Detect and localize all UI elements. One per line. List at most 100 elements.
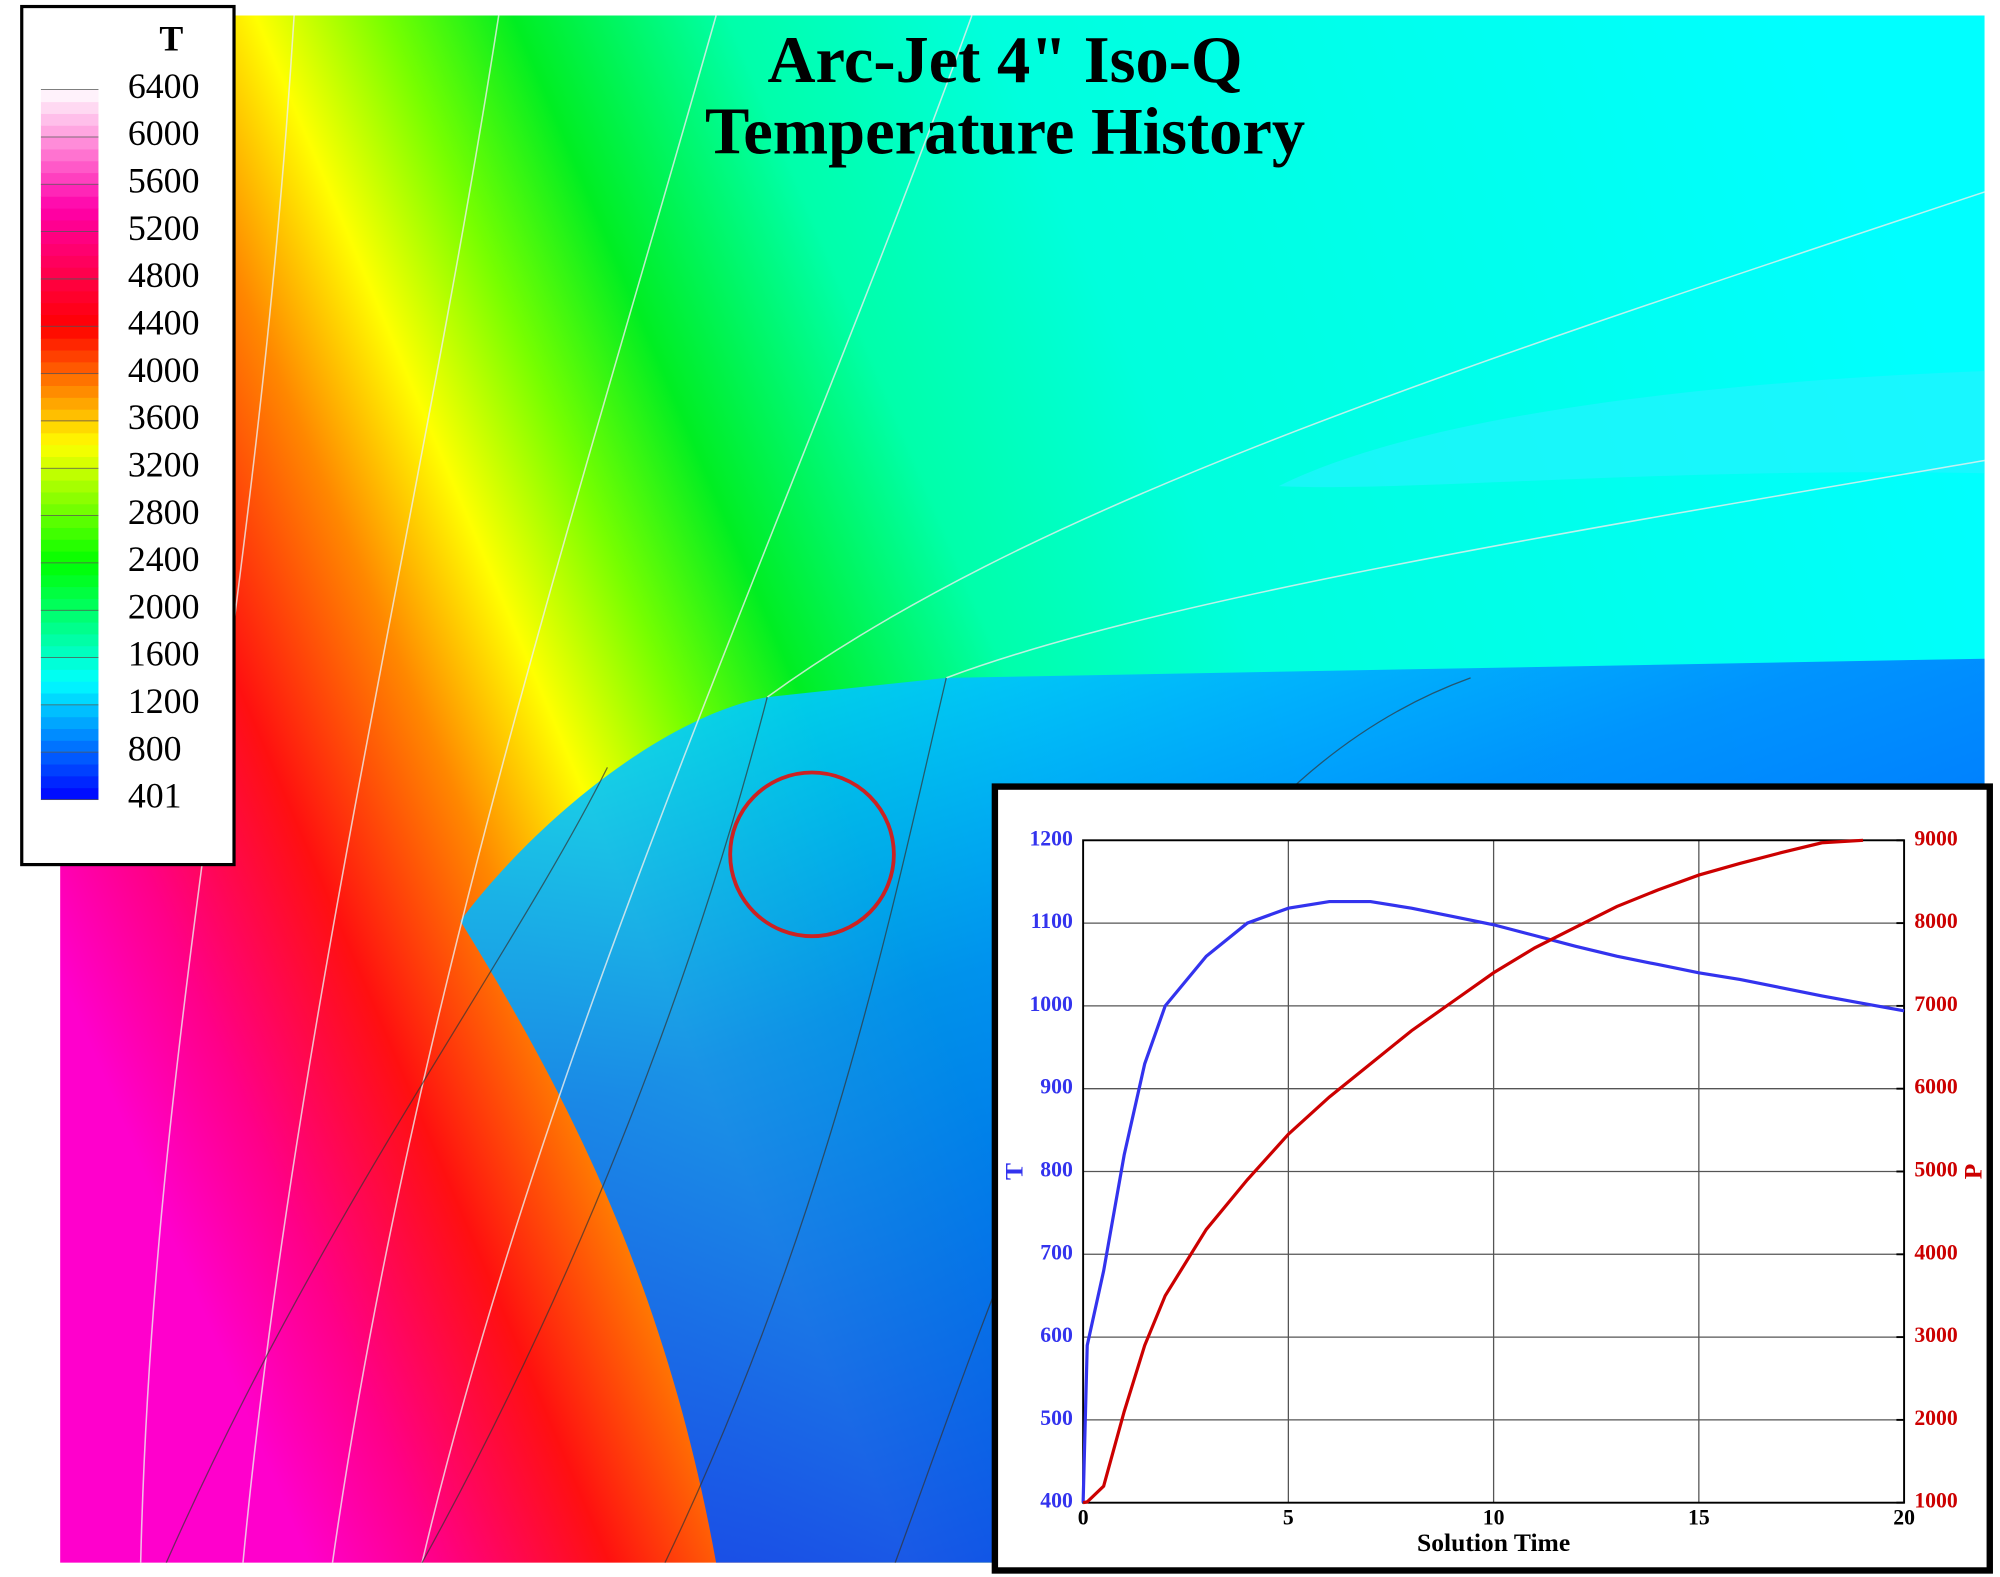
colorbar-swatch [40,550,99,564]
colorbar-tick-label: 2400 [128,539,200,579]
colorbar-swatch [40,645,99,659]
x-tick-label: 20 [1893,1505,1915,1529]
y-axis-label: T [999,1163,1028,1180]
colorbar-tick-label: 4400 [128,302,200,342]
colorbar-tick-label: 3600 [128,397,200,437]
colorbar-swatch [40,657,99,670]
colorbar-swatch [40,716,99,730]
colorbar-swatch [40,610,99,623]
colorbar-swatch [40,160,99,174]
y2-tick-label: 7000 [1914,992,1958,1016]
series-line [1082,838,1864,1505]
colorbar-swatch [40,681,99,694]
y2-tick-label: 1000 [1914,1489,1958,1513]
colorbar-tick-label: 5600 [128,161,200,201]
colorbar-swatch [40,444,99,457]
colorbar-tick-label: 4000 [128,350,200,390]
y-tick-label: 1000 [1029,992,1073,1016]
colorbar-swatch [40,574,99,588]
colorbar-swatch [40,89,99,103]
y-tick-label: 400 [1040,1489,1073,1513]
colorbar-swatch [40,314,99,327]
colorbar-label: T [159,19,183,59]
colorbar-swatch [40,432,99,446]
y-tick-label: 500 [1040,1406,1073,1430]
colorbar-swatch [40,255,99,268]
colorbar-tick-label: 5200 [128,208,200,248]
plot-frame [1082,839,1906,1504]
colorbar-swatch [40,586,99,599]
x-tick-label: 5 [1283,1505,1294,1529]
colorbar-swatch [40,125,99,138]
colorbar-swatch [40,515,99,528]
colorbar-swatch [40,136,99,150]
colorbar-swatch [40,539,99,552]
colorbar-swatch [40,349,99,363]
x-tick-label: 15 [1688,1505,1710,1529]
x-tick-label: 0 [1078,1505,1089,1529]
colorbar-swatch [40,172,99,185]
series-line [1081,899,1905,1503]
y-tick-label: 700 [1040,1240,1073,1264]
colorbar-swatch [40,692,99,706]
colorbar-swatch [40,207,99,221]
colorbar-swatch [40,621,99,635]
colorbar-swatch [40,113,99,126]
colorbar-swatch [40,267,99,280]
colorbar-swatch [40,290,99,304]
colorbar-swatch [40,479,99,493]
inset-chart: Solution Time T P 0 5 10 15 20 400 500 600 700 80… [991,783,1993,1574]
y2-tick-label: 3000 [1914,1323,1958,1347]
colorbar-swatch [40,148,99,162]
colorbar-swatch [40,503,99,517]
y2-tick-label: 5000 [1914,1157,1958,1181]
y2-tick-label: 6000 [1914,1075,1958,1099]
colorbar-swatch [40,338,99,351]
colorbar-tick-label: 800 [128,728,182,768]
colorbar-swatch [40,409,99,422]
colorbar-swatch [40,787,99,801]
colorbar-tick-label: 4800 [128,255,200,295]
y2-tick-label: 9000 [1914,826,1958,850]
chart-subtitle: Temperature History [705,96,1305,169]
colorbar-swatch [40,385,99,398]
y2-tick-label: 4000 [1914,1240,1958,1264]
y-tick-label: 600 [1040,1323,1073,1347]
colorbar-tick-label: 1600 [128,634,200,674]
colorbar-swatch [40,763,99,777]
colorbar-swatch [40,243,99,256]
colorbar-swatch [40,775,99,789]
colorbar-swatch [40,196,99,209]
colorbar-tick-label: 6400 [128,66,200,106]
y-tick-label: 1200 [1029,826,1073,850]
colorbar-swatch [40,740,99,753]
colorbar-swatch [40,468,99,481]
x-axis-label: Solution Time [1417,1528,1570,1557]
colorbar-swatch [40,704,99,718]
colorbar-swatch [40,361,99,375]
colorbar-swatch [40,633,99,647]
colorbar-swatch [40,669,99,682]
colorbar-swatch [40,491,99,505]
y2-axis-label: P [1959,1164,1988,1180]
colorbar-tick-label: 6000 [128,113,200,153]
colorbar-swatch [40,598,99,611]
y-tick-label: 800 [1040,1157,1073,1181]
y-tick-label: 900 [1040,1075,1073,1099]
colorbar-swatch [40,527,99,540]
colorbar-swatch [40,397,99,410]
y2-tick-label: 8000 [1914,909,1958,933]
colorbar-tick-label: 1200 [128,681,200,721]
x-tick-label: 10 [1483,1505,1505,1529]
colorbar-swatch [40,219,99,233]
colorbar-tick-label: 401 [128,776,182,816]
colorbar-swatch [40,101,99,114]
colorbar-tick-label: 2000 [128,586,200,626]
colorbar-swatch [40,278,99,292]
colorbar-tick-label: 3200 [128,444,200,484]
colorbar-tick-label: 2800 [128,492,200,532]
colorbar-swatch [40,752,99,765]
colorbar-swatch [40,231,99,245]
